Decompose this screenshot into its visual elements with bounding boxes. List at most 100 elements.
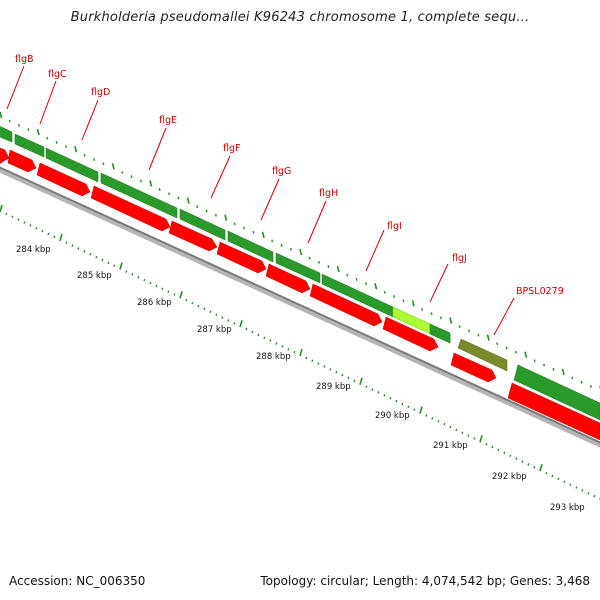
ruler-tick	[533, 466, 536, 469]
gene-reverse-7[interactable]	[265, 263, 311, 294]
outer-tick	[224, 214, 228, 221]
outer-tick	[383, 290, 386, 294]
kbp-label-288: 288 kbp	[256, 352, 291, 362]
label-flgE: flgE	[159, 115, 177, 126]
ruler-tick	[161, 287, 164, 291]
ruler-tick	[593, 494, 596, 498]
ruler-tick	[467, 434, 470, 437]
gene-flgC[interactable]	[14, 133, 45, 158]
gene-flgH[interactable]	[275, 252, 321, 284]
outer-tick	[55, 141, 58, 144]
ruler-tick	[503, 451, 506, 455]
ruler-tick	[347, 376, 350, 380]
outer-tick	[308, 256, 311, 260]
outer-tick	[36, 128, 40, 136]
ruler-tick	[251, 330, 254, 334]
gene-reverse-4[interactable]	[90, 185, 171, 232]
outer-tick	[186, 197, 190, 204]
outer-tick	[346, 273, 349, 277]
kbp-labels: 284 kbp 285 kbp 286 kbp 287 kbp 288 kbp …	[16, 245, 585, 513]
ruler-tick	[131, 273, 134, 276]
ruler-tick	[383, 394, 386, 397]
gene-reverse-9[interactable]	[382, 316, 439, 352]
map-title: Burkholderia pseudomallei K96243 chromos…	[70, 10, 530, 25]
ruler-tick	[521, 460, 524, 463]
ruler-tick	[425, 414, 428, 417]
label-flgJ: flgJ	[452, 253, 467, 264]
outer-tick	[533, 359, 536, 363]
outer-tick	[496, 342, 499, 346]
outer-tick	[261, 231, 265, 239]
reverse-strand-genes	[0, 146, 600, 441]
ruler-tick	[563, 480, 566, 483]
outer-tick	[289, 248, 292, 251]
outer-tick	[477, 333, 480, 337]
ruler-tick	[101, 258, 104, 262]
kbp-label-287: 287 kbp	[197, 325, 232, 335]
gene-reverse-1[interactable]	[0, 146, 10, 164]
gene-flgF[interactable]	[179, 208, 226, 241]
ruler-tick	[353, 379, 356, 383]
kbp-ruler	[0, 204, 600, 500]
gene-forward-next[interactable]	[513, 364, 600, 421]
leader-flgD	[81, 99, 99, 141]
outer-tick	[121, 170, 124, 174]
leader-flgG	[260, 178, 280, 221]
label-flgB: flgB	[15, 54, 34, 65]
ruler-tick	[437, 419, 440, 423]
gene-reverse-11[interactable]	[507, 382, 600, 441]
gene-flgD[interactable]	[45, 147, 99, 183]
leader-flgJ	[429, 263, 449, 303]
gene-reverse-2[interactable]	[7, 149, 37, 173]
outer-tick	[243, 226, 246, 230]
gene-flgJ-b[interactable]	[429, 323, 451, 344]
ruler-tick	[269, 339, 272, 342]
ruler-tick	[125, 270, 128, 273]
ruler-tick	[479, 435, 483, 443]
outer-tick	[64, 145, 67, 149]
ruler-tick	[197, 304, 200, 308]
gene-reverse-5[interactable]	[168, 220, 218, 252]
gene-flgB[interactable]	[0, 124, 13, 143]
ruler-tick	[71, 244, 74, 247]
ruler-tick	[281, 345, 284, 348]
outer-tick	[318, 260, 321, 264]
ruler-tick	[485, 443, 488, 446]
ruler-tick	[83, 250, 86, 253]
ruler-tick	[551, 474, 554, 478]
outer-tick	[102, 162, 105, 166]
accession-text: Accession: NC_006350	[9, 574, 146, 588]
outer-tick	[561, 368, 565, 376]
outer-tick	[205, 209, 208, 213]
gene-BPSL0279[interactable]	[457, 338, 508, 372]
gene-reverse-10[interactable]	[450, 352, 497, 383]
ruler-tick	[539, 463, 543, 472]
outer-tick	[111, 163, 115, 170]
outer-tick	[0, 111, 3, 119]
leader-flgE	[148, 127, 167, 171]
outer-tick	[374, 283, 378, 290]
ruler-tick	[245, 327, 248, 331]
topology-summary: Topology: circular; Length: 4,074,542 bp…	[260, 574, 590, 588]
ruler-tick	[77, 247, 80, 250]
ruler-tick	[113, 264, 116, 267]
ruler-tick	[287, 347, 290, 351]
ruler-tick	[341, 373, 344, 377]
ruler-tick	[17, 218, 20, 221]
ruler-tick	[257, 333, 260, 337]
ruler-tick	[311, 359, 314, 363]
gene-flgG[interactable]	[227, 230, 274, 263]
gene-reverse-3[interactable]	[36, 162, 91, 197]
outer-tick	[149, 180, 153, 187]
kbp-label-289: 289 kbp	[316, 382, 351, 392]
gene-flgE[interactable]	[100, 172, 178, 219]
ruler-tick	[263, 336, 266, 339]
outer-tick	[524, 351, 528, 358]
kbp-label-286: 286 kbp	[137, 298, 172, 308]
ruler-tick	[365, 385, 368, 388]
gene-reverse-8[interactable]	[309, 283, 383, 327]
ruler-tick	[587, 491, 590, 495]
gene-label-leaders	[6, 65, 515, 336]
gene-reverse-6[interactable]	[216, 241, 267, 274]
